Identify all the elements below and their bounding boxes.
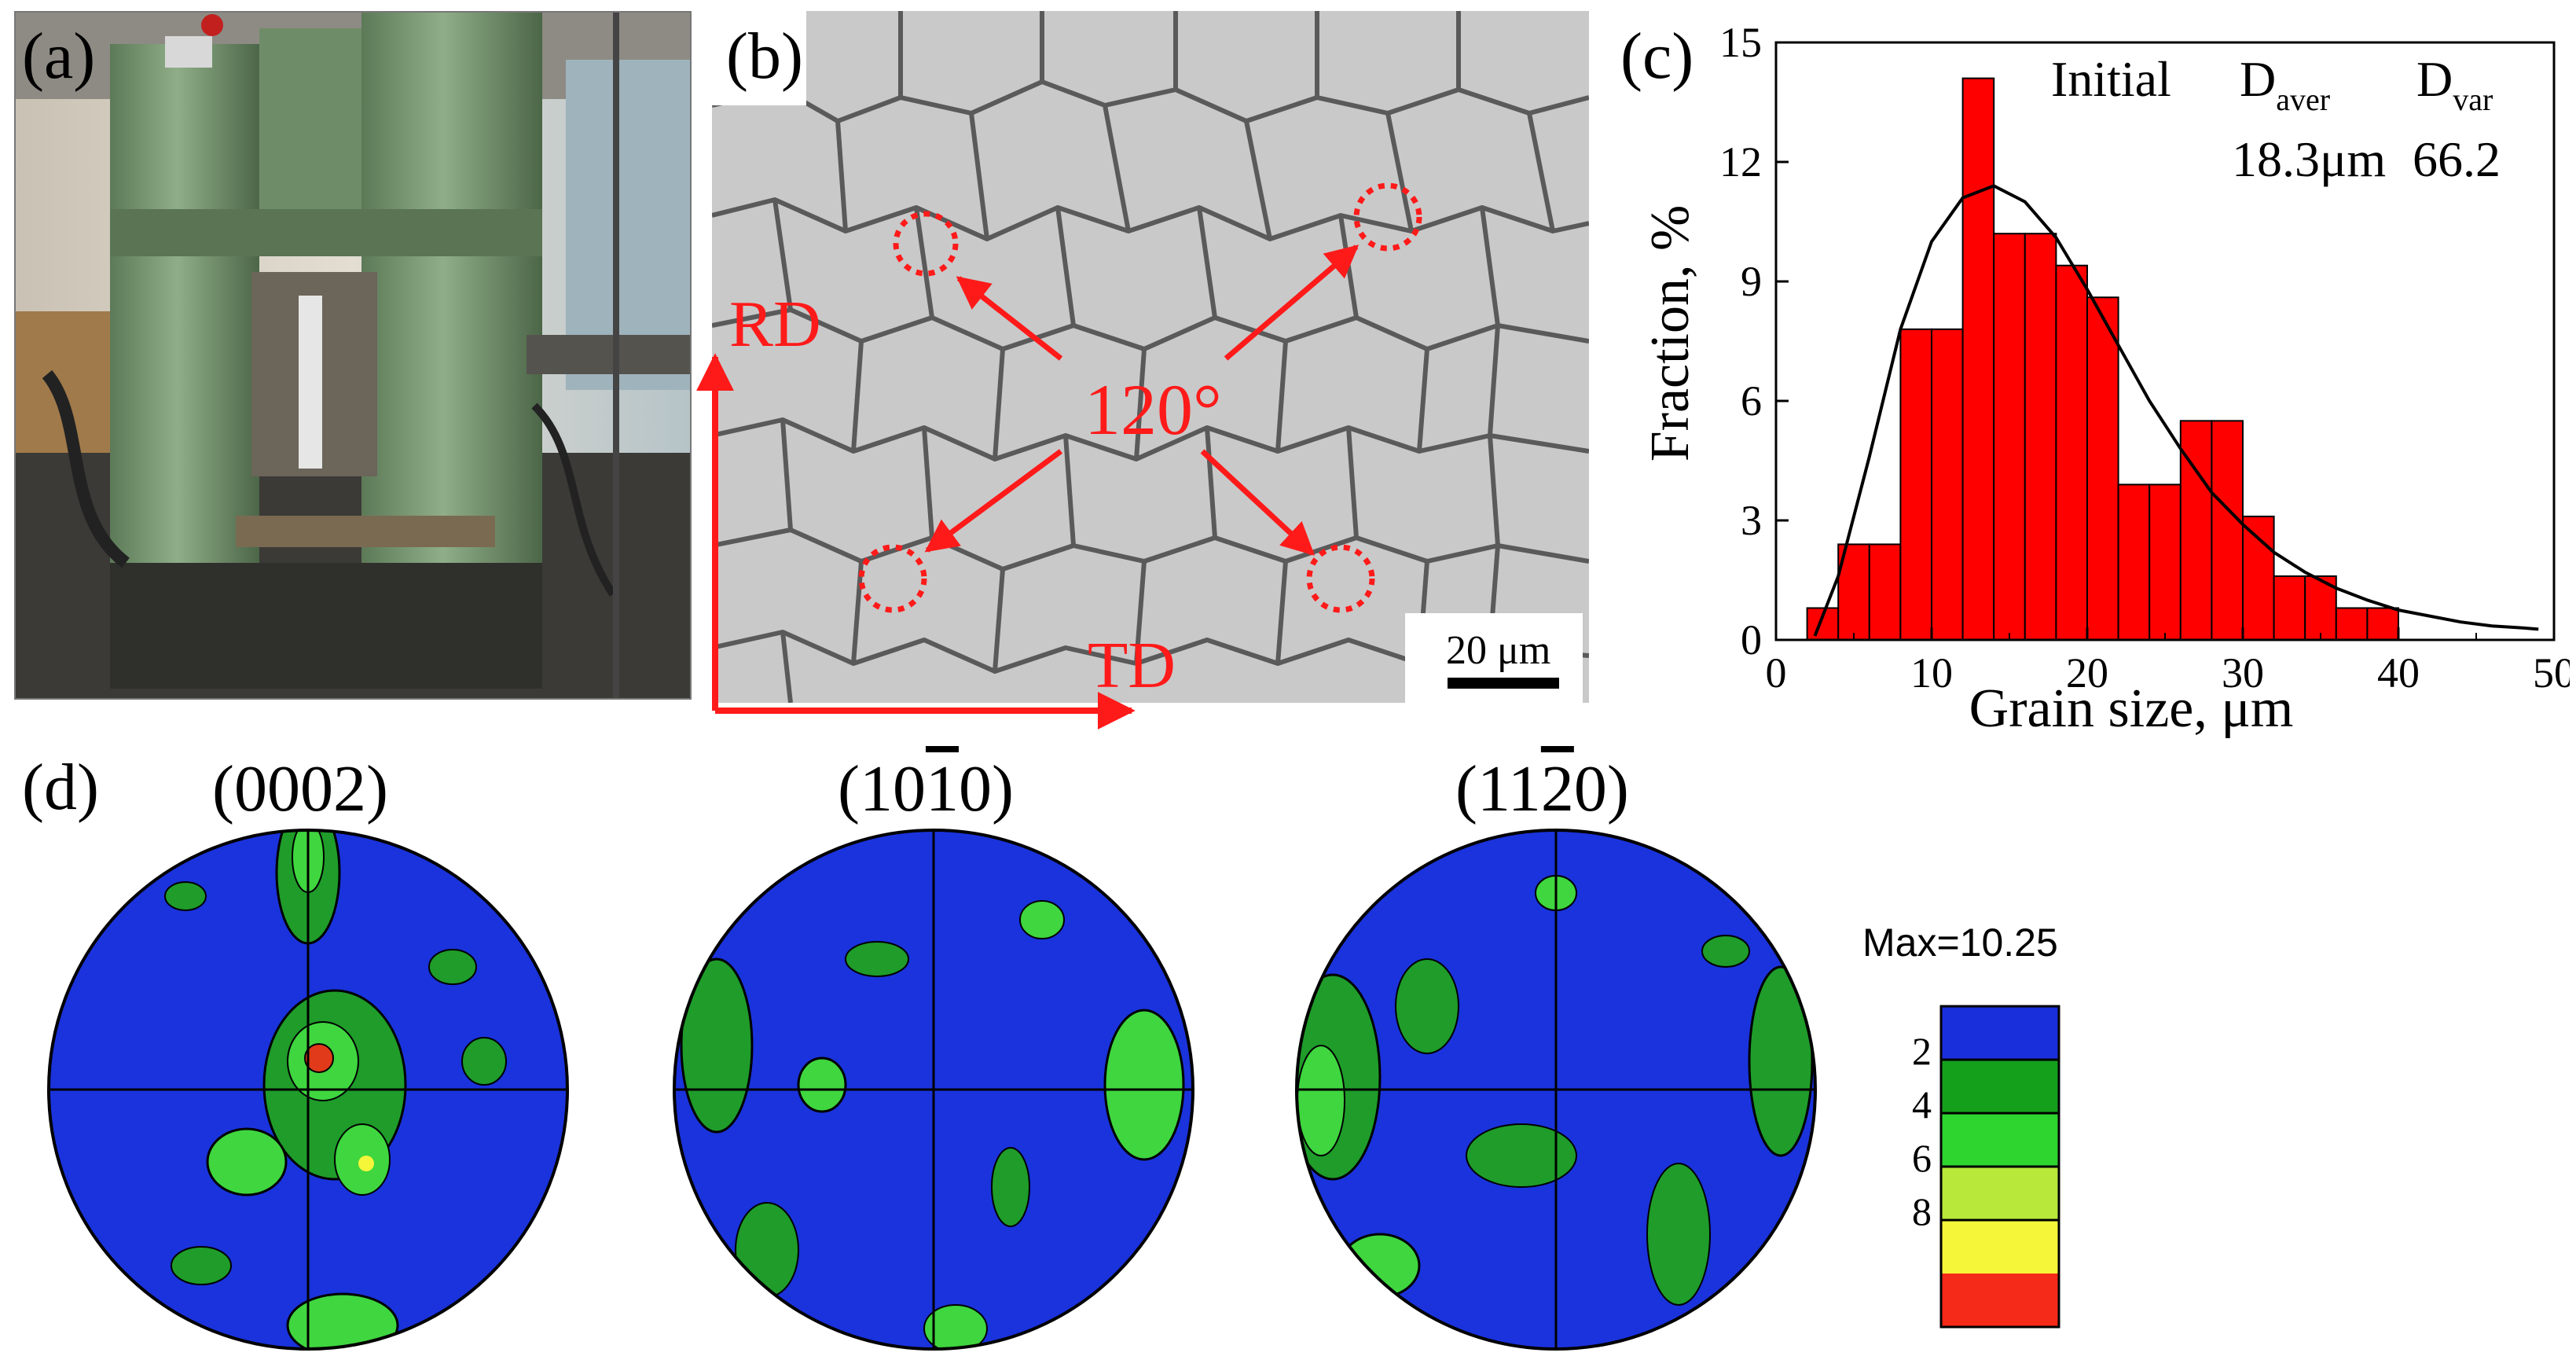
x-tick-label: 20 [2066, 649, 2108, 697]
histogram-bar [2149, 483, 2182, 641]
legend-color-segment [1941, 1060, 2059, 1113]
micrograph-annotations: 120° RD TD 20 μm [696, 182, 1583, 730]
title-part: 0) [1573, 752, 1629, 825]
legend-tick-label: 6 [1912, 1136, 1932, 1180]
y-tick-label: 3 [1741, 497, 1762, 544]
d-var-symbol: D [2416, 51, 2453, 107]
x-tick-label: 10 [1910, 649, 1953, 697]
x-tick-label: 40 [2377, 649, 2420, 697]
legend-color-segment [1941, 1006, 2059, 1060]
panel-d-label: (d) [22, 751, 99, 824]
histogram-bar [2366, 607, 2400, 641]
triple-junction-circle [858, 544, 927, 613]
d-aver-subscript: aver [2276, 82, 2330, 117]
histogram-bar [2024, 233, 2057, 641]
grain-boundaries [712, 11, 1589, 703]
pole-figure-title-0002: (0002) [212, 756, 388, 822]
d-aver-value: 18.3μm [2232, 131, 2386, 187]
histogram-bar [1899, 328, 1932, 641]
x-tick-label: 30 [2222, 649, 2264, 697]
arrow [924, 449, 1063, 553]
legend-color-segment [1941, 1274, 2059, 1327]
histogram-bar [1931, 328, 1964, 641]
y-tick-label: 6 [1741, 377, 1762, 425]
scale-bar-box [1405, 613, 1583, 711]
triple-junction-circle [1353, 182, 1422, 252]
legend-tick-label: 4 [1912, 1082, 1932, 1127]
rolling-mill-illustration [16, 13, 690, 698]
d-var-subscript: var [2453, 82, 2493, 117]
title-part: 0) [958, 752, 1014, 825]
y-tick-label: 12 [1719, 138, 1762, 186]
y-tick-label: 9 [1741, 258, 1762, 305]
scale-bar [1448, 678, 1559, 689]
histogram-bar [2086, 296, 2119, 641]
d-var-value: 66.2 [2413, 131, 2501, 187]
title-overbar-digit: 1 [925, 752, 959, 825]
grain-structure-illustration [712, 11, 1589, 703]
y-tick-label: 0 [1741, 616, 1762, 663]
pole-figure-10-10 [673, 829, 1194, 1351]
histogram-bar [1961, 77, 1995, 641]
histogram-bar [2211, 420, 2244, 641]
arrow [1200, 449, 1316, 556]
panel-a-label: (a) [22, 20, 96, 93]
td-label: TD [1088, 629, 1176, 702]
histogram-bar [2242, 515, 2275, 641]
y-tick-label: 15 [1719, 19, 1762, 66]
histogram-bar [1868, 543, 1902, 641]
histogram-bar [2273, 575, 2306, 641]
x-tick-label: 50 [2533, 649, 2570, 697]
pole-figure-title-11-20: (1120) [1455, 756, 1629, 822]
x-tick-label: 0 [1766, 649, 1787, 697]
pole-figure-title-10-10: (1010) [838, 756, 1014, 822]
annotation-initial: Initial [2051, 51, 2171, 107]
title-part: (11 [1455, 752, 1541, 825]
arrow [956, 276, 1063, 361]
rd-label: RD [729, 288, 821, 361]
histogram-bar [2055, 264, 2089, 641]
d-var-label: Dvar [2416, 51, 2493, 117]
legend-tick-label: 2 [1912, 1029, 1932, 1073]
fit-curve [1813, 184, 2539, 637]
pole-figure-11-20 [1295, 829, 1817, 1351]
title-overbar-digit: 2 [1540, 752, 1574, 825]
legend-color-segment [1941, 1220, 2059, 1274]
histogram-bar [2117, 483, 2151, 641]
d-aver-label: Daver [2240, 51, 2330, 117]
triple-junction-circle [893, 211, 959, 277]
legend-tick-label: 8 [1912, 1189, 1932, 1233]
title-part: (000 [212, 752, 333, 825]
angle-label: 120° [1084, 369, 1222, 450]
title-part: (10 [838, 752, 926, 825]
x-axis-label: Grain size, μm [1969, 678, 2294, 739]
triple-junction-circle [1306, 544, 1375, 613]
legend-color-segment [1941, 1113, 2059, 1167]
color-legend: 2 4 6 8 [1912, 1005, 2060, 1329]
panel-c-label: (c) [1620, 20, 1694, 93]
arrow [1224, 244, 1360, 361]
pole-figures [47, 829, 1817, 1351]
rolling-mill-photo [14, 11, 692, 700]
legend-color-segment [1941, 1167, 2059, 1220]
d-aver-symbol: D [2240, 51, 2276, 107]
title-part: 2) [332, 752, 388, 825]
y-axis-label: Fraction, % [1640, 205, 1701, 462]
chart-annotation: Initial Daver Dvar 18.3μm 66.2 [2051, 51, 2501, 187]
micrograph [712, 11, 1589, 703]
grain-size-histogram: Fraction, % Grain size, μm 0 10 20 30 40 50 0 3… [1640, 19, 2570, 739]
scale-bar-label: 20 μm [1446, 628, 1550, 673]
histogram-bar [1993, 233, 2026, 641]
pole-figure-0002 [47, 829, 569, 1351]
histogram-bar [2335, 607, 2369, 641]
panel-b-label: (b) [726, 20, 803, 93]
legend-max-label: Max=10.25 [1862, 921, 2058, 965]
